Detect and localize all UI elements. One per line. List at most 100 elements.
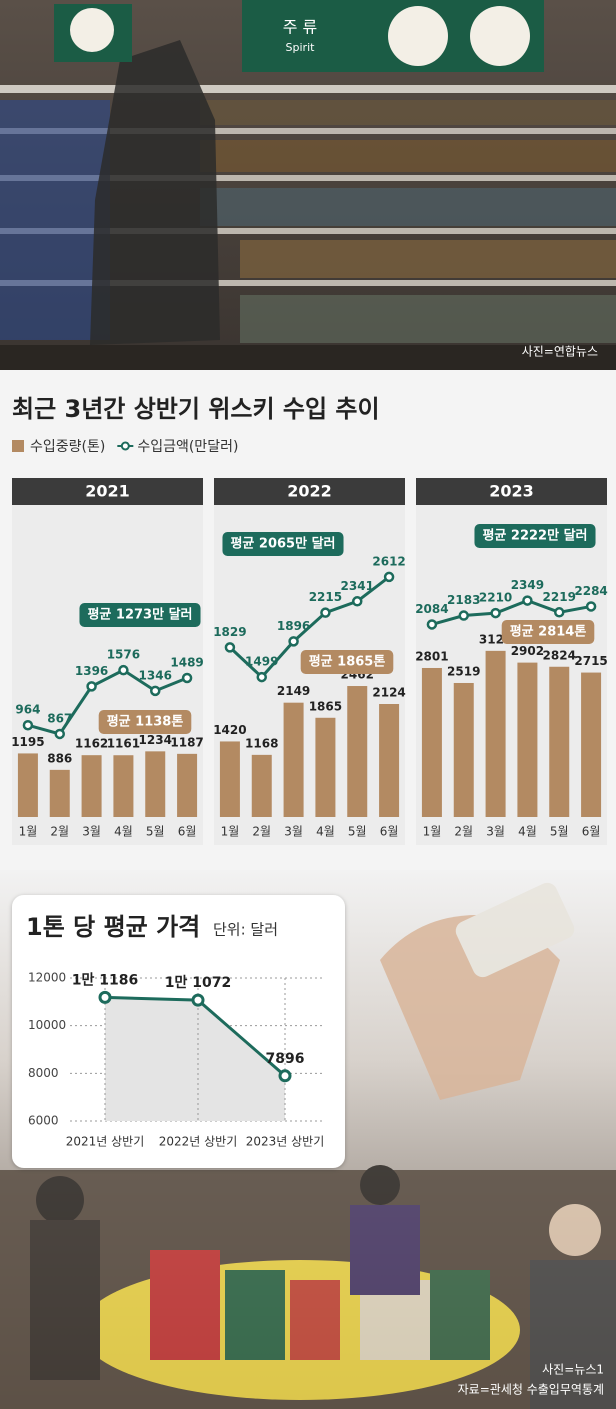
panel-background bbox=[416, 505, 607, 845]
y-tick-label: 6000 bbox=[28, 1114, 59, 1128]
line-point bbox=[256, 671, 267, 683]
annotation: 평균 2065만 달러 bbox=[230, 536, 335, 552]
line-value-label: 2284 bbox=[574, 584, 607, 598]
legend-swatch bbox=[120, 441, 130, 451]
bar bbox=[549, 666, 570, 817]
credit: 사진=뉴스1 bbox=[542, 1363, 604, 1377]
line-point bbox=[585, 601, 597, 612]
line-point bbox=[458, 610, 469, 621]
bar-value-label: 2902 bbox=[511, 644, 544, 658]
legend-label: 수입중량(톤) bbox=[30, 439, 105, 455]
bar bbox=[251, 754, 272, 817]
line-point bbox=[383, 571, 395, 583]
bar-value-label: 886 bbox=[47, 751, 72, 765]
x-tick-label: 3월 bbox=[284, 825, 303, 839]
bar-value-label: 1162 bbox=[75, 737, 108, 751]
line-point bbox=[554, 607, 565, 618]
photo-sign-sub: Spirit bbox=[286, 41, 316, 54]
value-label: 1만 1186 bbox=[72, 972, 138, 988]
x-tick-label: 4월 bbox=[316, 825, 335, 839]
bar bbox=[453, 682, 474, 817]
value-label: 1만 1072 bbox=[165, 975, 231, 991]
y-tick-label: 12000 bbox=[28, 971, 66, 985]
x-tick-label: 4월 bbox=[518, 825, 537, 839]
value-label: 7896 bbox=[266, 1051, 305, 1067]
bar bbox=[315, 717, 336, 817]
bar-value-label: 1195 bbox=[11, 735, 44, 749]
annotation-box bbox=[222, 532, 344, 556]
x-tick-label: 5월 bbox=[348, 825, 367, 839]
line-value-label: 1499 bbox=[245, 655, 278, 669]
bar-value-label: 1161 bbox=[107, 737, 140, 751]
x-tick-label: 2월 bbox=[454, 825, 473, 839]
line-value-label: 964 bbox=[15, 703, 40, 717]
line-value-label: 1346 bbox=[139, 668, 172, 682]
line-value-label: 2341 bbox=[341, 579, 374, 593]
bottom-photo-shapes bbox=[0, 882, 616, 1409]
x-tick-label: 2022년 상반기 bbox=[159, 1135, 238, 1149]
line-point bbox=[118, 664, 129, 676]
bar bbox=[347, 686, 368, 817]
bar bbox=[145, 751, 166, 817]
line-value-label: 2612 bbox=[372, 554, 405, 568]
line-point bbox=[352, 596, 363, 607]
bar-value-label: 1187 bbox=[170, 735, 203, 749]
bar-value-label: 2801 bbox=[415, 649, 448, 663]
line-value-label: 2183 bbox=[447, 593, 480, 607]
bar bbox=[81, 755, 102, 817]
line-point bbox=[490, 607, 501, 619]
annotation: 평균 2814톤 bbox=[510, 624, 587, 640]
bar-value-label: 2124 bbox=[372, 686, 405, 700]
line bbox=[431, 598, 592, 626]
line bbox=[228, 575, 390, 680]
panels-chart: 수입중량(톤) 수입금액(만달러) 2021 1195 1월 886 2월 1162 3월 116… bbox=[11, 439, 608, 845]
x-tick-label: 6월 bbox=[582, 825, 601, 839]
annotation-box bbox=[501, 620, 595, 644]
x-tick-label: 2월 bbox=[50, 825, 69, 839]
line-point bbox=[181, 672, 193, 684]
annotation-box bbox=[98, 710, 192, 734]
bar bbox=[421, 667, 442, 817]
x-tick-label: 2월 bbox=[252, 825, 271, 839]
line-point bbox=[22, 719, 34, 731]
bar bbox=[581, 672, 602, 817]
x-tick-label: 5월 bbox=[550, 825, 569, 839]
line-value-label: 1396 bbox=[75, 664, 108, 678]
bar-value-label: 1865 bbox=[309, 699, 342, 713]
bar-value-label: 1420 bbox=[213, 723, 246, 737]
line-value-label: 2215 bbox=[309, 590, 342, 604]
line-point bbox=[522, 595, 533, 606]
bar bbox=[49, 769, 70, 817]
legend-label: 수입금액(만달러) bbox=[137, 439, 238, 455]
line-value-label: 2084 bbox=[415, 602, 448, 616]
chart-title: 최근 3년간 상반기 위스키 수입 추이 bbox=[12, 395, 380, 423]
line-point bbox=[278, 1069, 292, 1083]
line-point bbox=[426, 619, 438, 630]
line-point bbox=[224, 642, 236, 653]
panel-title: 2023 bbox=[489, 482, 534, 501]
price-chart-subtitle: 단위: 달러 bbox=[213, 921, 278, 939]
x-tick-label: 2023년 상반기 bbox=[246, 1135, 325, 1149]
panel-title: 2021 bbox=[85, 482, 130, 501]
panel-background bbox=[214, 505, 405, 845]
shelves bbox=[0, 0, 616, 370]
x-tick-label: 5월 bbox=[146, 825, 165, 839]
photo-sign: 주 류 bbox=[283, 18, 318, 37]
photo-credit: 사진=연합뉴스 bbox=[522, 345, 598, 359]
x-tick-label: 3월 bbox=[486, 825, 505, 839]
x-tick-label: 6월 bbox=[178, 825, 197, 839]
line-point bbox=[86, 681, 97, 692]
bar bbox=[517, 662, 538, 817]
legend-swatch bbox=[12, 440, 24, 452]
credit: 자료=관세청 수출입무역통계 bbox=[458, 1383, 604, 1397]
line-value-label: 2219 bbox=[543, 590, 576, 604]
bar bbox=[485, 650, 506, 817]
annotation-box bbox=[474, 524, 596, 548]
x-tick-label: 6월 bbox=[380, 825, 399, 839]
bar bbox=[177, 753, 198, 817]
panel-background bbox=[12, 505, 203, 845]
line-point bbox=[150, 685, 161, 697]
line-point bbox=[98, 990, 112, 1004]
